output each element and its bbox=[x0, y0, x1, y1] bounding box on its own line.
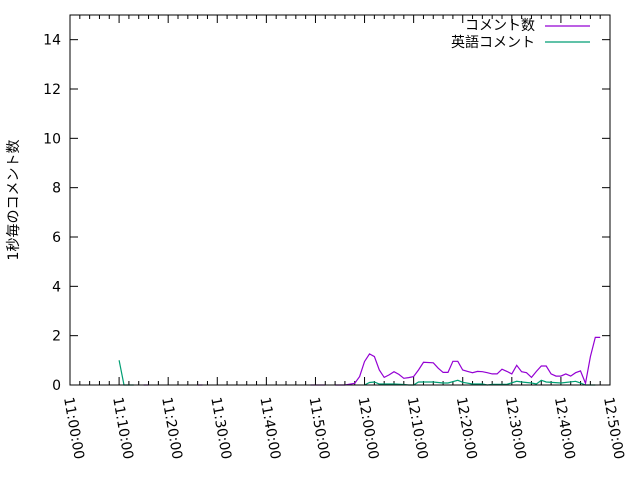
y-tick-label: 2 bbox=[52, 329, 61, 345]
y-tick-label: 12 bbox=[43, 82, 61, 98]
series-line-1 bbox=[364, 379, 596, 386]
x-tick-label: 12:10:00 bbox=[404, 396, 431, 461]
plot-border bbox=[69, 14, 611, 386]
x-tick-label: 11:20:00 bbox=[158, 396, 185, 461]
x-tick-label: 12:00:00 bbox=[355, 396, 382, 461]
x-tick-label: 12:40:00 bbox=[551, 396, 578, 461]
x-tick-label: 11:10:00 bbox=[109, 396, 136, 461]
legend: コメント数 英語コメント bbox=[451, 18, 590, 51]
series-line-1 bbox=[118, 360, 134, 386]
x-tick-label: 11:30:00 bbox=[207, 396, 234, 461]
legend-label-0: コメント数 bbox=[465, 18, 535, 34]
y-tick-label: 4 bbox=[52, 279, 61, 295]
y-axis-label: 1秒毎のコメント数 bbox=[6, 140, 22, 261]
series-line-0 bbox=[335, 336, 601, 386]
y-tick-label: 14 bbox=[43, 33, 61, 49]
x-tick-label: 11:40:00 bbox=[256, 396, 283, 461]
x-tick-label: 12:50:00 bbox=[600, 396, 627, 461]
x-tick-label: 11:50:00 bbox=[306, 396, 333, 461]
y-tick-label: 8 bbox=[52, 181, 61, 197]
legend-label-1: 英語コメント bbox=[451, 34, 535, 51]
x-tick-label: 11:00:00 bbox=[60, 396, 87, 461]
x-tick-label: 12:30:00 bbox=[502, 396, 529, 461]
y-tick-label: 10 bbox=[43, 131, 61, 147]
y-tick-label: 0 bbox=[52, 378, 61, 394]
x-tick-label: 12:20:00 bbox=[453, 396, 480, 461]
y-tick-label: 6 bbox=[52, 230, 61, 246]
